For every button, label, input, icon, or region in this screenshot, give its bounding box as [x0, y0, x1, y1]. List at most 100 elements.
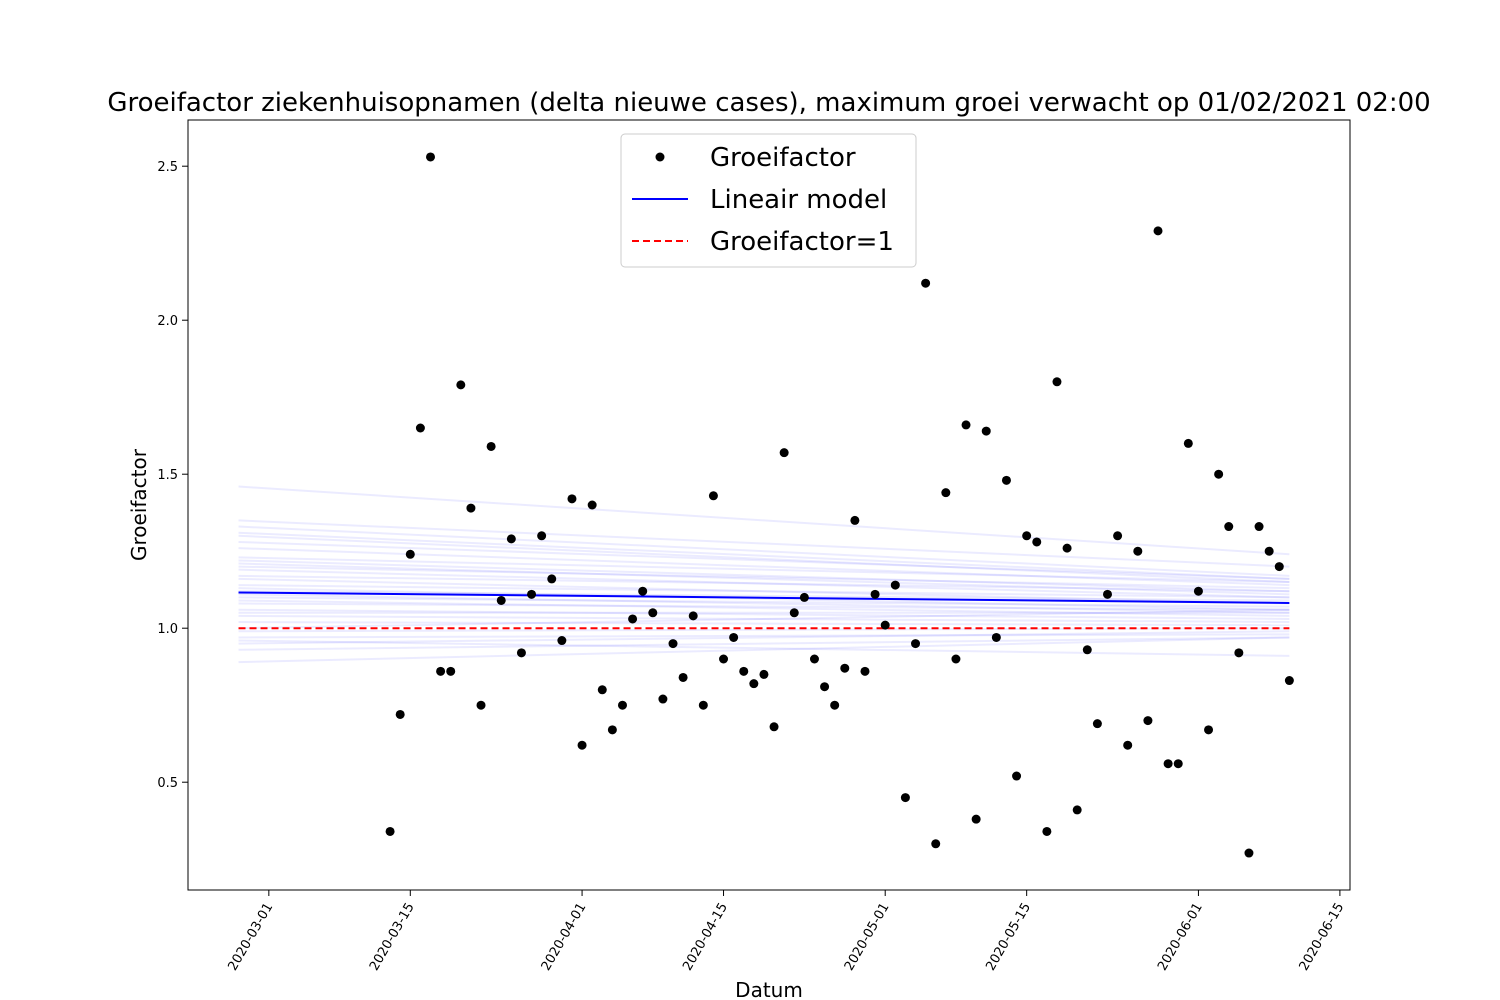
data-point	[900, 793, 910, 803]
x-tick-label: 2020-04-15	[680, 901, 731, 974]
data-point	[779, 448, 789, 458]
bootstrap-line	[238, 562, 1290, 596]
bootstrap-line	[238, 540, 1290, 580]
y-tick-label: 2.5	[157, 160, 178, 175]
data-point	[820, 682, 830, 692]
data-point	[719, 654, 729, 664]
data-point	[496, 595, 506, 605]
x-axis-ticks: 2020-03-01 2020-03-15 2020-04-01 2020-04-15…	[226, 890, 1348, 974]
y-axis-ticks: 0.5 1.0 1.5 2.0 2.5	[157, 160, 188, 791]
data-point	[385, 826, 395, 836]
data-point	[951, 654, 961, 664]
data-point	[617, 700, 627, 710]
bootstrap-line	[238, 559, 1290, 593]
data-point	[466, 503, 476, 513]
data-point	[1082, 645, 1092, 655]
data-point	[1092, 719, 1102, 729]
data-point	[1072, 805, 1082, 815]
data-point	[456, 380, 466, 390]
bootstrap-line	[238, 630, 1290, 645]
data-point	[1062, 543, 1072, 553]
data-point	[769, 722, 779, 732]
bootstrap-line	[238, 614, 1290, 624]
data-point	[537, 531, 547, 541]
data-point	[880, 620, 890, 630]
data-point	[577, 740, 587, 750]
data-point	[648, 608, 658, 618]
data-point	[638, 586, 648, 596]
data-point	[405, 549, 415, 559]
data-point	[941, 488, 951, 498]
data-point	[516, 648, 526, 658]
data-point	[1224, 522, 1234, 532]
x-axis-label: Datum	[735, 978, 803, 1000]
data-point	[789, 608, 799, 618]
bootstrap-line	[238, 599, 1290, 617]
bootstrap-line	[238, 584, 1290, 599]
data-points	[385, 152, 1294, 858]
data-point	[1012, 771, 1022, 781]
data-point	[668, 639, 678, 649]
data-point	[698, 700, 708, 710]
data-point	[1254, 522, 1264, 532]
data-point	[1274, 562, 1284, 572]
data-point	[1042, 826, 1052, 836]
data-point	[1163, 759, 1173, 769]
data-point	[1153, 226, 1163, 236]
data-point	[426, 152, 436, 162]
data-point	[486, 441, 496, 451]
y-tick-label: 2.0	[157, 314, 178, 329]
data-point	[961, 420, 971, 430]
data-point	[921, 278, 931, 288]
data-point	[1264, 546, 1274, 556]
data-point	[1204, 725, 1214, 735]
data-point	[395, 709, 405, 719]
legend-label-points: Groeifactor	[710, 143, 856, 173]
data-point	[527, 589, 537, 599]
data-point	[1284, 676, 1294, 686]
data-point	[678, 672, 688, 682]
data-point	[476, 700, 486, 710]
data-point	[1173, 759, 1183, 769]
bootstrap-line	[238, 485, 1290, 556]
data-point	[931, 839, 941, 849]
data-point	[739, 666, 749, 676]
y-tick-label: 0.5	[157, 776, 178, 791]
data-point	[890, 580, 900, 590]
model-line	[238, 591, 1290, 604]
bootstrap-line	[238, 531, 1290, 580]
data-point	[1102, 589, 1112, 599]
bootstrap-line	[238, 596, 1290, 608]
data-point	[830, 700, 840, 710]
data-point	[658, 694, 668, 704]
bootstrap-line	[238, 519, 1290, 568]
bootstrap-line	[238, 568, 1290, 599]
bootstrap-line	[238, 636, 1290, 651]
data-point	[1214, 469, 1224, 479]
data-point	[729, 632, 739, 642]
y-tick-label: 1.5	[157, 468, 178, 483]
bootstrap-line	[238, 621, 1290, 627]
data-point	[607, 725, 617, 735]
data-point	[799, 592, 809, 602]
bootstrap-line	[238, 534, 1290, 583]
bootstrap-line	[238, 639, 1290, 657]
bootstrap-line	[238, 633, 1290, 639]
data-point	[870, 589, 880, 599]
data-point	[415, 423, 425, 433]
plot-frame	[187, 119, 1351, 891]
data-point	[1052, 377, 1062, 387]
x-tick-label: 2020-06-01	[1155, 901, 1206, 974]
data-point	[749, 679, 759, 689]
y-tick-label: 1.0	[157, 622, 178, 637]
bootstrap-line	[238, 556, 1290, 583]
data-point	[911, 639, 921, 649]
chart-title: Groeifactor ziekenhuisopnamen (delta nie…	[107, 88, 1430, 118]
data-point	[1244, 848, 1254, 858]
x-tick-label: 2020-06-15	[1297, 901, 1348, 974]
legend-marker-points	[655, 152, 665, 162]
data-point	[971, 814, 981, 824]
legend-label-model: Lineair model	[710, 185, 887, 215]
data-point	[688, 611, 698, 621]
